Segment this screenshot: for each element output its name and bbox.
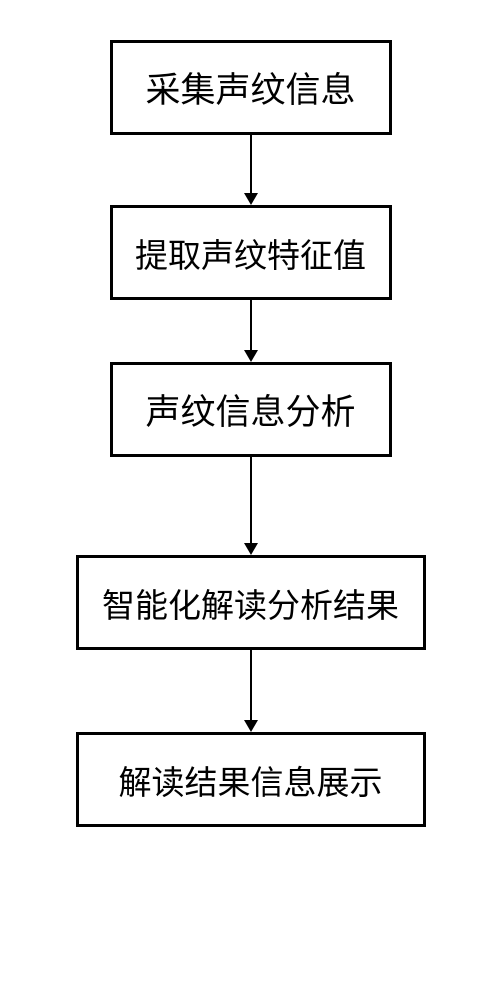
arrow-head-icon xyxy=(244,350,258,362)
arrow-head-icon xyxy=(244,543,258,555)
arrow-line xyxy=(250,135,252,193)
arrow-head-icon xyxy=(244,193,258,205)
flowchart-arrow-2 xyxy=(244,300,258,362)
flowchart-node-1: 采集声纹信息 xyxy=(110,40,392,135)
arrow-line xyxy=(250,457,252,543)
arrow-head-icon xyxy=(244,720,258,732)
arrow-line xyxy=(250,650,252,720)
flowchart-arrow-3 xyxy=(244,457,258,555)
flowchart-container: 采集声纹信息 提取声纹特征值 声纹信息分析 智能化解读分析结果 解读结果信息展示 xyxy=(76,40,426,827)
flowchart-arrow-1 xyxy=(244,135,258,205)
flowchart-node-5: 解读结果信息展示 xyxy=(76,732,426,827)
flowchart-node-2: 提取声纹特征值 xyxy=(110,205,392,300)
flowchart-node-4: 智能化解读分析结果 xyxy=(76,555,426,650)
flowchart-arrow-4 xyxy=(244,650,258,732)
arrow-line xyxy=(250,300,252,350)
flowchart-node-3: 声纹信息分析 xyxy=(110,362,392,457)
